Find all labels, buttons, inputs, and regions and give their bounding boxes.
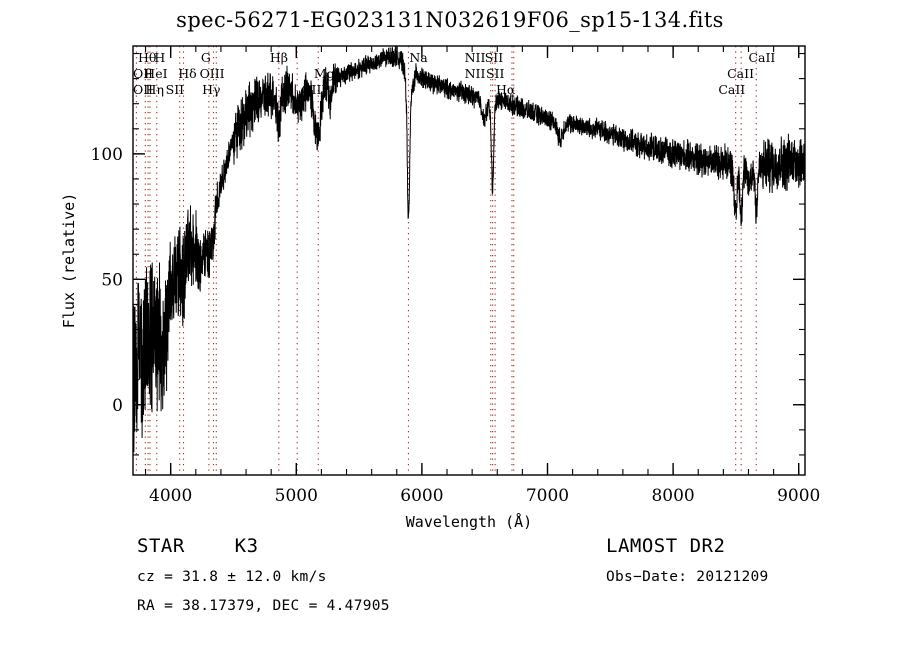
spectral-line-label: Hδ bbox=[178, 66, 196, 81]
spectral-line-label: Na bbox=[409, 50, 428, 65]
y-tick-label: 100 bbox=[91, 145, 123, 165]
footer-left-block: STAR K3 cz = 31.8 ± 12.0 km/s RA = 38.17… bbox=[137, 535, 390, 627]
spectral-line-label: SII bbox=[485, 50, 504, 65]
spectral-line-label: OII bbox=[133, 82, 153, 97]
spectral-line-label: OIII bbox=[200, 66, 225, 81]
y-axis-title: Flux (relative) bbox=[60, 193, 78, 328]
spectral-line-label: G bbox=[201, 50, 211, 65]
spectral-line-label: Hη bbox=[146, 82, 164, 97]
x-tick-label: 7000 bbox=[526, 486, 569, 506]
spectral-line-label: Mg bbox=[314, 66, 335, 81]
object-classification: STAR K3 bbox=[137, 535, 390, 557]
object-type-label: STAR bbox=[137, 535, 185, 557]
spectral-line-label: Hβ bbox=[270, 50, 288, 65]
spectral-line-label: Hα bbox=[496, 82, 516, 97]
x-tick-label: 9000 bbox=[777, 486, 820, 506]
spectral-line-label: NII bbox=[465, 66, 486, 81]
x-axis-title: Wavelength (Å) bbox=[406, 512, 532, 531]
spectral-line-label: CaII bbox=[718, 82, 745, 97]
y-tick-label: 50 bbox=[101, 270, 123, 290]
x-tick-label: 8000 bbox=[651, 486, 694, 506]
spectral-line-label: Hθ bbox=[138, 50, 156, 65]
observation-date: Obs−Date: 20121209 bbox=[606, 569, 769, 585]
plot-frame bbox=[132, 45, 806, 476]
y-tick-label: 0 bbox=[112, 396, 123, 416]
spectral-class-label: K3 bbox=[234, 535, 259, 557]
spectral-line-label: H bbox=[154, 50, 165, 65]
spectral-line-label: SII bbox=[166, 82, 185, 97]
survey-label: LAMOST DR2 bbox=[606, 535, 726, 557]
x-tick-label: 6000 bbox=[400, 486, 443, 506]
sky-coordinates: RA = 38.17379, DEC = 4.47905 bbox=[137, 598, 390, 614]
footer-right-block: LAMOST DR2 Obs−Date: 20121209 bbox=[606, 535, 769, 598]
spectral-line-label: OII bbox=[133, 66, 153, 81]
x-tick-label: 4000 bbox=[149, 486, 192, 506]
spectral-line-label: NII bbox=[465, 50, 486, 65]
spectral-line-label: OIII bbox=[301, 82, 326, 97]
spectral-line-label: CaII bbox=[748, 50, 775, 65]
page-title: spec-56271-EG023131N032619F06_sp15-134.f… bbox=[176, 8, 724, 32]
spectral-line-label: HeI bbox=[144, 66, 167, 81]
redshift-velocity: cz = 31.8 ± 12.0 km/s bbox=[137, 569, 327, 585]
spectral-line-label: CaII bbox=[727, 66, 754, 81]
spectral-line-label: Hγ bbox=[202, 82, 220, 97]
spectral-line-label: SII bbox=[486, 66, 505, 81]
x-tick-label: 5000 bbox=[275, 486, 318, 506]
spectrum-trace bbox=[132, 46, 806, 453]
